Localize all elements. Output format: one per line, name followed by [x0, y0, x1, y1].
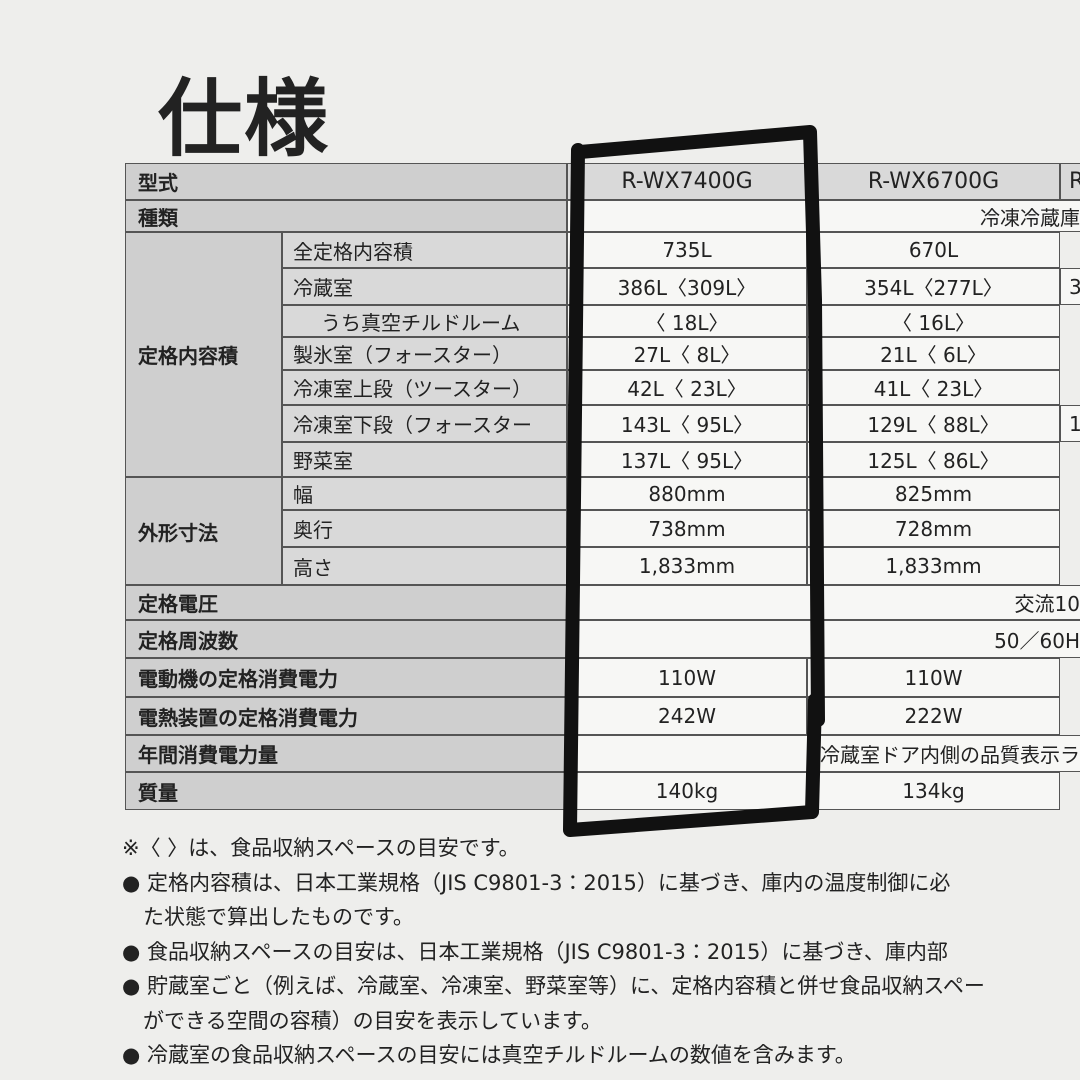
span-cell: 交流10 [567, 585, 1080, 620]
span-cell: 50／60H [567, 620, 1080, 658]
row-label: 製氷室（フォースター） [282, 337, 567, 370]
row-label: 冷凍室下段（フォースター [282, 405, 567, 442]
row-label: 型式 [125, 163, 567, 200]
value-cell: 1,833mm [567, 547, 807, 585]
model-header: R- [1060, 163, 1080, 200]
value-cell: 880mm [567, 477, 807, 510]
note-line: た状態で算出したものです。 [122, 905, 414, 929]
value-cell: 129L〈 88L〉 [807, 405, 1060, 442]
span-cell: 冷凍冷蔵庫 [567, 200, 1080, 232]
model-header: R-WX6700G [807, 163, 1060, 200]
note-line: ※〈 〉は、食品収納スペースの目安です。 [122, 836, 520, 860]
value-cell: 125L〈 86L〉 [807, 442, 1060, 477]
value-cell: 738mm [567, 510, 807, 547]
title: 仕様 [158, 70, 331, 168]
row-label: 定格周波数 [125, 620, 567, 658]
row-label: 野菜室 [282, 442, 567, 477]
value-cell: 21L〈 6L〉 [807, 337, 1060, 370]
note-line: ● 貯蔵室ごと（例えば、冷蔵室、冷凍室、野菜室等）に、定格内容積と併せ食品収納ス… [122, 974, 985, 998]
note-line: ● 食品収納スペースの目安は、日本工業規格（JIS C9801-3：2015）に… [122, 939, 948, 964]
value-cell: 1 [1060, 405, 1080, 442]
row-label: 全定格内容積 [282, 232, 567, 268]
row-label: 冷蔵室 [282, 268, 567, 305]
value-cell: 140kg [567, 772, 807, 810]
value-cell: 242W [567, 697, 807, 735]
row-label: うち真空チルドルーム [282, 305, 567, 337]
value-cell: 〈 16L〉 [807, 305, 1060, 337]
row-label: 奥行 [282, 510, 567, 547]
value-cell: 1,833mm [807, 547, 1060, 585]
row-label: 幅 [282, 477, 567, 510]
span-cell: 冷蔵室ドア内側の品質表示ラ [567, 735, 1080, 772]
row-label: 冷凍室上段（ツースター） [282, 370, 567, 405]
value-cell: 41L〈 23L〉 [807, 370, 1060, 405]
group-label: 外形寸法 [125, 477, 282, 585]
value-cell: 386L〈309L〉 [567, 268, 807, 305]
row-label: 質量 [125, 772, 567, 810]
value-cell: 3 [1060, 268, 1080, 305]
row-label: 種類 [125, 200, 567, 232]
row-label: 年間消費電力量 [125, 735, 567, 772]
value-cell: 222W [807, 697, 1060, 735]
row-label: 電動機の定格消費電力 [125, 658, 567, 697]
value-cell: 〈 18L〉 [567, 305, 807, 337]
row-label: 電熱装置の定格消費電力 [125, 697, 567, 735]
value-cell: 825mm [807, 477, 1060, 510]
note-line: ● 冷蔵室の食品収納スペースの目安には真空チルドルームの数値を含みます。 [122, 1043, 856, 1067]
value-cell: 735L [567, 232, 807, 268]
note-line: ができる空間の容積）の目安を表示しています。 [122, 1008, 602, 1033]
group-label: 定格内容積 [125, 232, 282, 477]
value-cell: 110W [807, 658, 1060, 697]
value-cell: 27L〈 8L〉 [567, 337, 807, 370]
value-cell: 134kg [807, 772, 1060, 810]
row-label: 高さ [282, 547, 567, 585]
model-header: R-WX7400G [567, 163, 807, 200]
value-cell: 143L〈 95L〉 [567, 405, 807, 442]
value-cell: 728mm [807, 510, 1060, 547]
value-cell: 42L〈 23L〉 [567, 370, 807, 405]
value-cell: 354L〈277L〉 [807, 268, 1060, 305]
value-cell: 110W [567, 658, 807, 697]
note-line: ● 定格内容積は、日本工業規格（JIS C9801-3：2015）に基づき、庫内… [122, 870, 951, 895]
row-label: 定格電圧 [125, 585, 567, 620]
value-cell: 137L〈 95L〉 [567, 442, 807, 477]
value-cell: 670L [807, 232, 1060, 268]
